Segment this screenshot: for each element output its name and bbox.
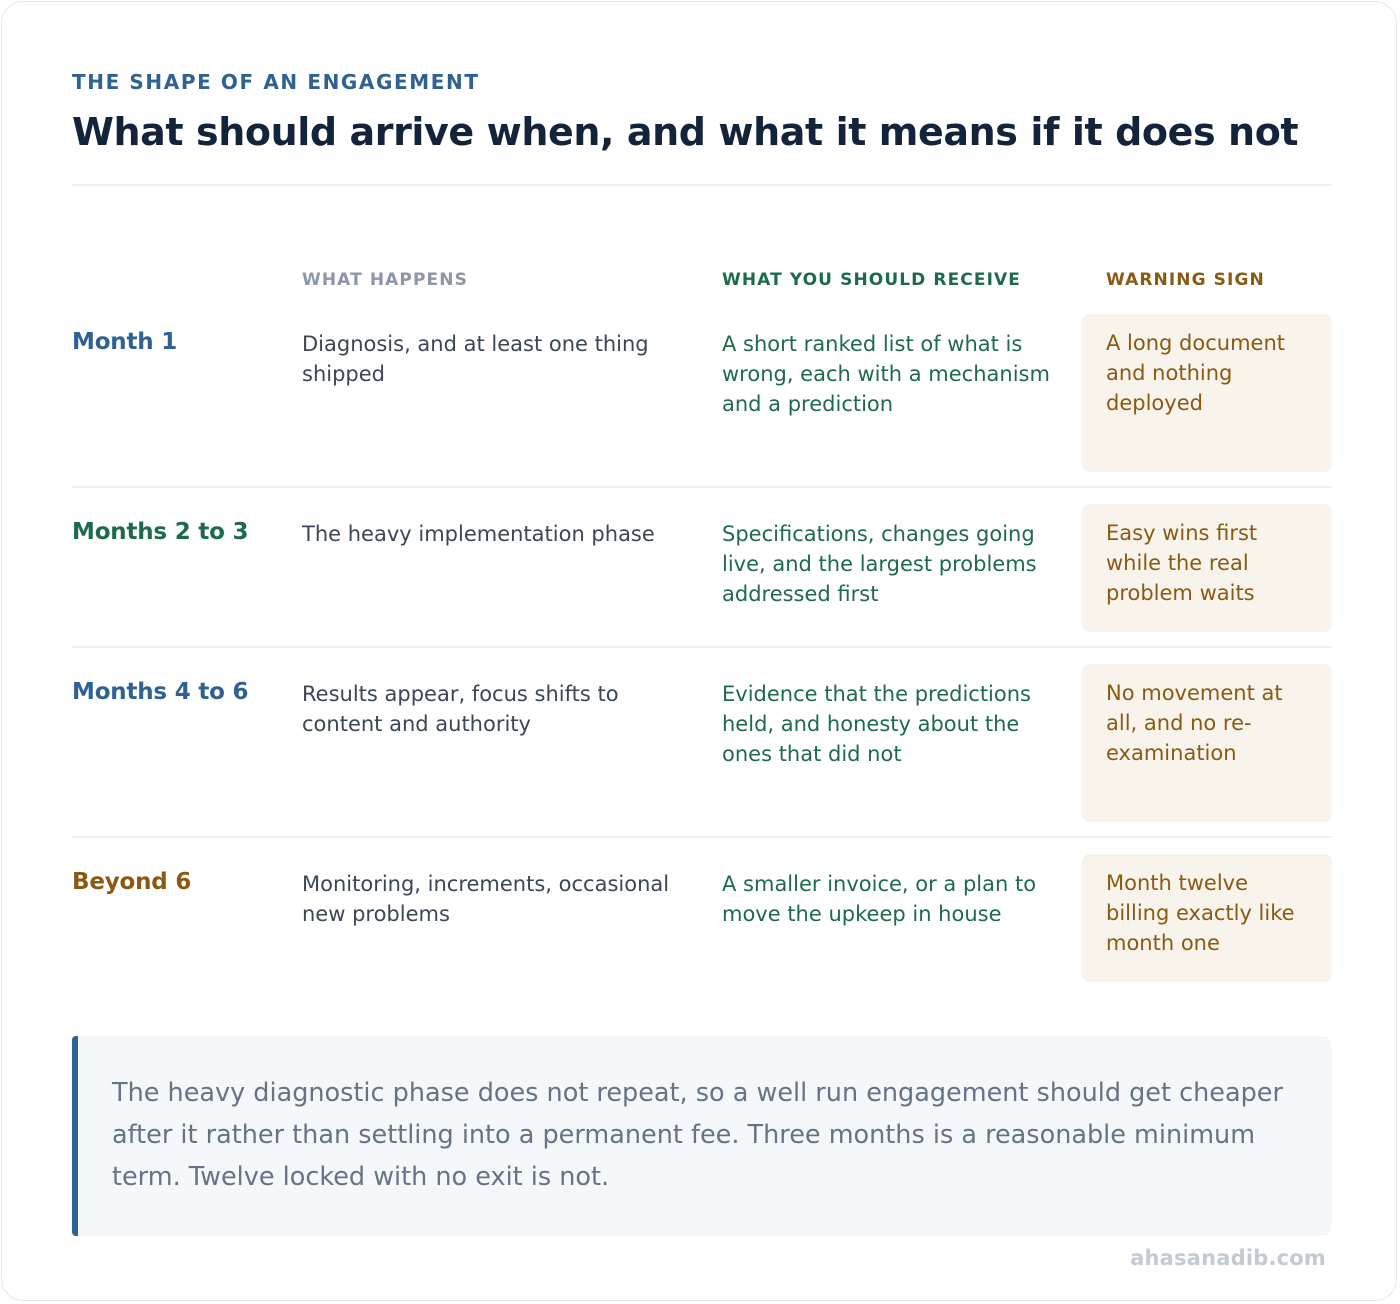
warning-sign-box: Month twelve billing exactly like month … <box>1082 854 1332 982</box>
warning-sign-box: A long document and nothing deployed <box>1082 314 1332 472</box>
warning-sign-text: Month twelve billing exactly like month … <box>1106 871 1295 955</box>
what-you-should-receive-cell: A smaller invoice, or a plan to move the… <box>722 872 1037 926</box>
warning-sign-box: Easy wins first while the real problem w… <box>1082 504 1332 632</box>
what-happens-cell: Diagnosis, and at least one thing shippe… <box>302 332 649 386</box>
warning-sign-text: Easy wins first while the real problem w… <box>1106 521 1258 605</box>
phase-label: Beyond 6 <box>72 869 192 895</box>
phase-label: Month 1 <box>72 329 178 355</box>
table-row-month-1: Month 1 Diagnosis, and at least one thin… <box>72 314 1332 472</box>
what-happens-cell: Monitoring, increments, occasional new p… <box>302 872 670 926</box>
page-title: What should arrive when, and what it mea… <box>72 110 1299 154</box>
what-you-should-receive-cell: A short ranked list of what is wrong, ea… <box>722 332 1050 416</box>
row-divider <box>72 836 1332 838</box>
phase-label: Months 2 to 3 <box>72 519 249 545</box>
site-watermark: ahasanadib.com <box>1130 1246 1326 1270</box>
callout-text: The heavy diagnostic phase does not repe… <box>112 1078 1283 1192</box>
header-divider <box>72 184 1332 186</box>
column-header-what-happens: WHAT HAPPENS <box>302 270 468 290</box>
table-row-months-2-to-3: Months 2 to 3 The heavy implementation p… <box>72 504 1332 632</box>
what-you-should-receive-cell: Evidence that the predictions held, and … <box>722 682 1031 766</box>
phase-label: Months 4 to 6 <box>72 679 249 705</box>
column-header-what-you-should-receive: WHAT YOU SHOULD RECEIVE <box>722 270 1021 290</box>
eyebrow-label: THE SHAPE OF AN ENGAGEMENT <box>72 70 480 94</box>
warning-sign-text: A long document and nothing deployed <box>1106 331 1285 415</box>
warning-sign-text: No movement at all, and no re-examinatio… <box>1106 681 1283 765</box>
what-you-should-receive-cell: Specifications, changes going live, and … <box>722 522 1037 606</box>
table-row-months-4-to-6: Months 4 to 6 Results appear, focus shif… <box>72 664 1332 822</box>
row-divider <box>72 486 1332 488</box>
row-divider <box>72 646 1332 648</box>
summary-callout: The heavy diagnostic phase does not repe… <box>72 1036 1332 1236</box>
table-row-beyond-6: Beyond 6 Monitoring, increments, occasio… <box>72 854 1332 982</box>
warning-sign-box: No movement at all, and no re-examinatio… <box>1082 664 1332 822</box>
column-header-warning-sign: WARNING SIGN <box>1106 270 1265 290</box>
what-happens-cell: Results appear, focus shifts to content … <box>302 682 619 736</box>
what-happens-cell: The heavy implementation phase <box>302 522 655 546</box>
